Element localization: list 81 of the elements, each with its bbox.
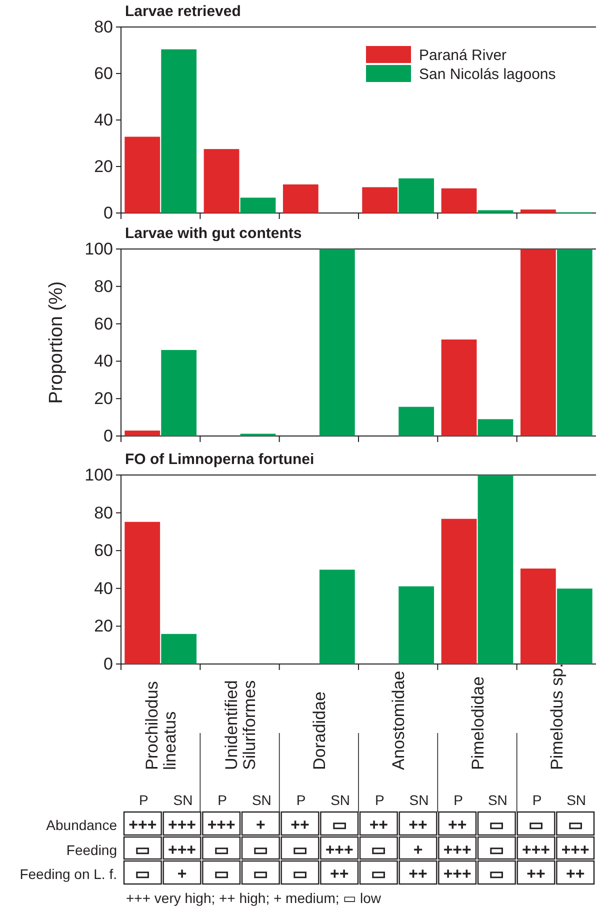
y-tick-label: 40 [94,352,113,371]
x-tick-label: Prochilodus lineatus [142,681,180,770]
y-tick-label: 20 [94,389,113,408]
text: ▭ [292,866,308,883]
x-tick-label: Unidentified Siluriformes [222,680,259,770]
text: ▭ [489,842,504,859]
y-tick-label: 100 [84,465,113,484]
category-label: SN [488,792,508,808]
y-tick-label: 20 [94,616,113,636]
category-label: SN [330,792,350,808]
x-tick-label: Pimelodus sp. [547,663,566,770]
x-tick-label: Anostomidae [389,670,408,770]
category-label: SN [409,792,429,808]
y-tick-label: 80 [94,503,113,522]
y-tick-label: 80 [94,276,113,296]
y-tick-label: 100 [84,239,113,258]
text: +++ [522,842,550,859]
text: ++ [408,866,428,883]
category-label: P [454,792,464,808]
category-label: P [374,792,384,808]
category-label: Feeding [66,842,117,858]
y-tick-label: 20 [94,156,113,176]
text: +++ [168,817,196,834]
text: ▭ [371,842,386,859]
category-label: Abundance [46,817,117,833]
y-axis-title: Proportion (%) [46,281,67,404]
text: ++ [448,817,467,834]
text: +++ [168,842,196,859]
y-tick-label: 0 [104,426,113,446]
text: ▭ [371,866,386,883]
category-label: SN [566,792,586,808]
text: ▭ [135,866,150,883]
y-tick-label: 0 [104,654,113,674]
text: +++ [207,817,236,834]
category-label: P [138,792,148,808]
x-tick-label: Doradidae [310,692,329,770]
text: +++ [128,817,157,834]
text: ▭ [528,817,544,834]
text: ▭ [253,866,268,883]
y-tick-label: 60 [94,541,113,560]
y-tick-label: 40 [94,110,113,130]
y-tick-label: 80 [94,17,113,36]
category-label: Feeding on L. f. [20,866,117,882]
text: ++ [566,866,585,883]
text: ▭ [253,842,268,859]
category-label: P [532,792,542,808]
text: +++ [443,866,472,883]
text: +++ very high; ++ high; + medium; ▭ low [126,890,382,906]
y-tick-label: 60 [94,64,113,83]
text: ▭ [489,817,504,834]
text: ▭ [292,842,308,859]
text: ▭ [135,842,150,859]
x-tick-label: Pimelodidae [468,676,488,770]
legend-label: Paraná River [419,47,507,64]
category-label: SN [173,792,193,808]
text: +++ [561,842,590,859]
text: ++ [408,817,428,834]
text: ▭ [489,866,504,883]
text: + [413,842,423,859]
legend-label: San Nicolás lagoons [419,66,556,83]
chart-title: Larvae with gut contents [125,225,302,242]
y-tick-label: 60 [94,314,113,334]
text: +++ [443,842,472,859]
category-label: SN [252,792,272,808]
text: ++ [290,817,310,834]
text: +++ [325,842,354,859]
text: ++ [330,866,349,883]
y-tick-label: 40 [94,578,113,598]
text: ▭ [568,817,583,834]
text: + [177,866,187,883]
chart-title: FO of Limnoperna fortunei [125,451,314,468]
y-tick-label: 0 [104,203,113,222]
text: ++ [369,817,388,834]
chart-title: Larvae retrieved [125,3,241,20]
text: + [256,817,266,834]
text: ▭ [214,866,229,883]
category-label: P [296,792,306,808]
text: ++ [526,866,546,883]
text: ▭ [214,842,229,859]
text: ▭ [332,817,347,834]
category-label: P [218,792,228,808]
